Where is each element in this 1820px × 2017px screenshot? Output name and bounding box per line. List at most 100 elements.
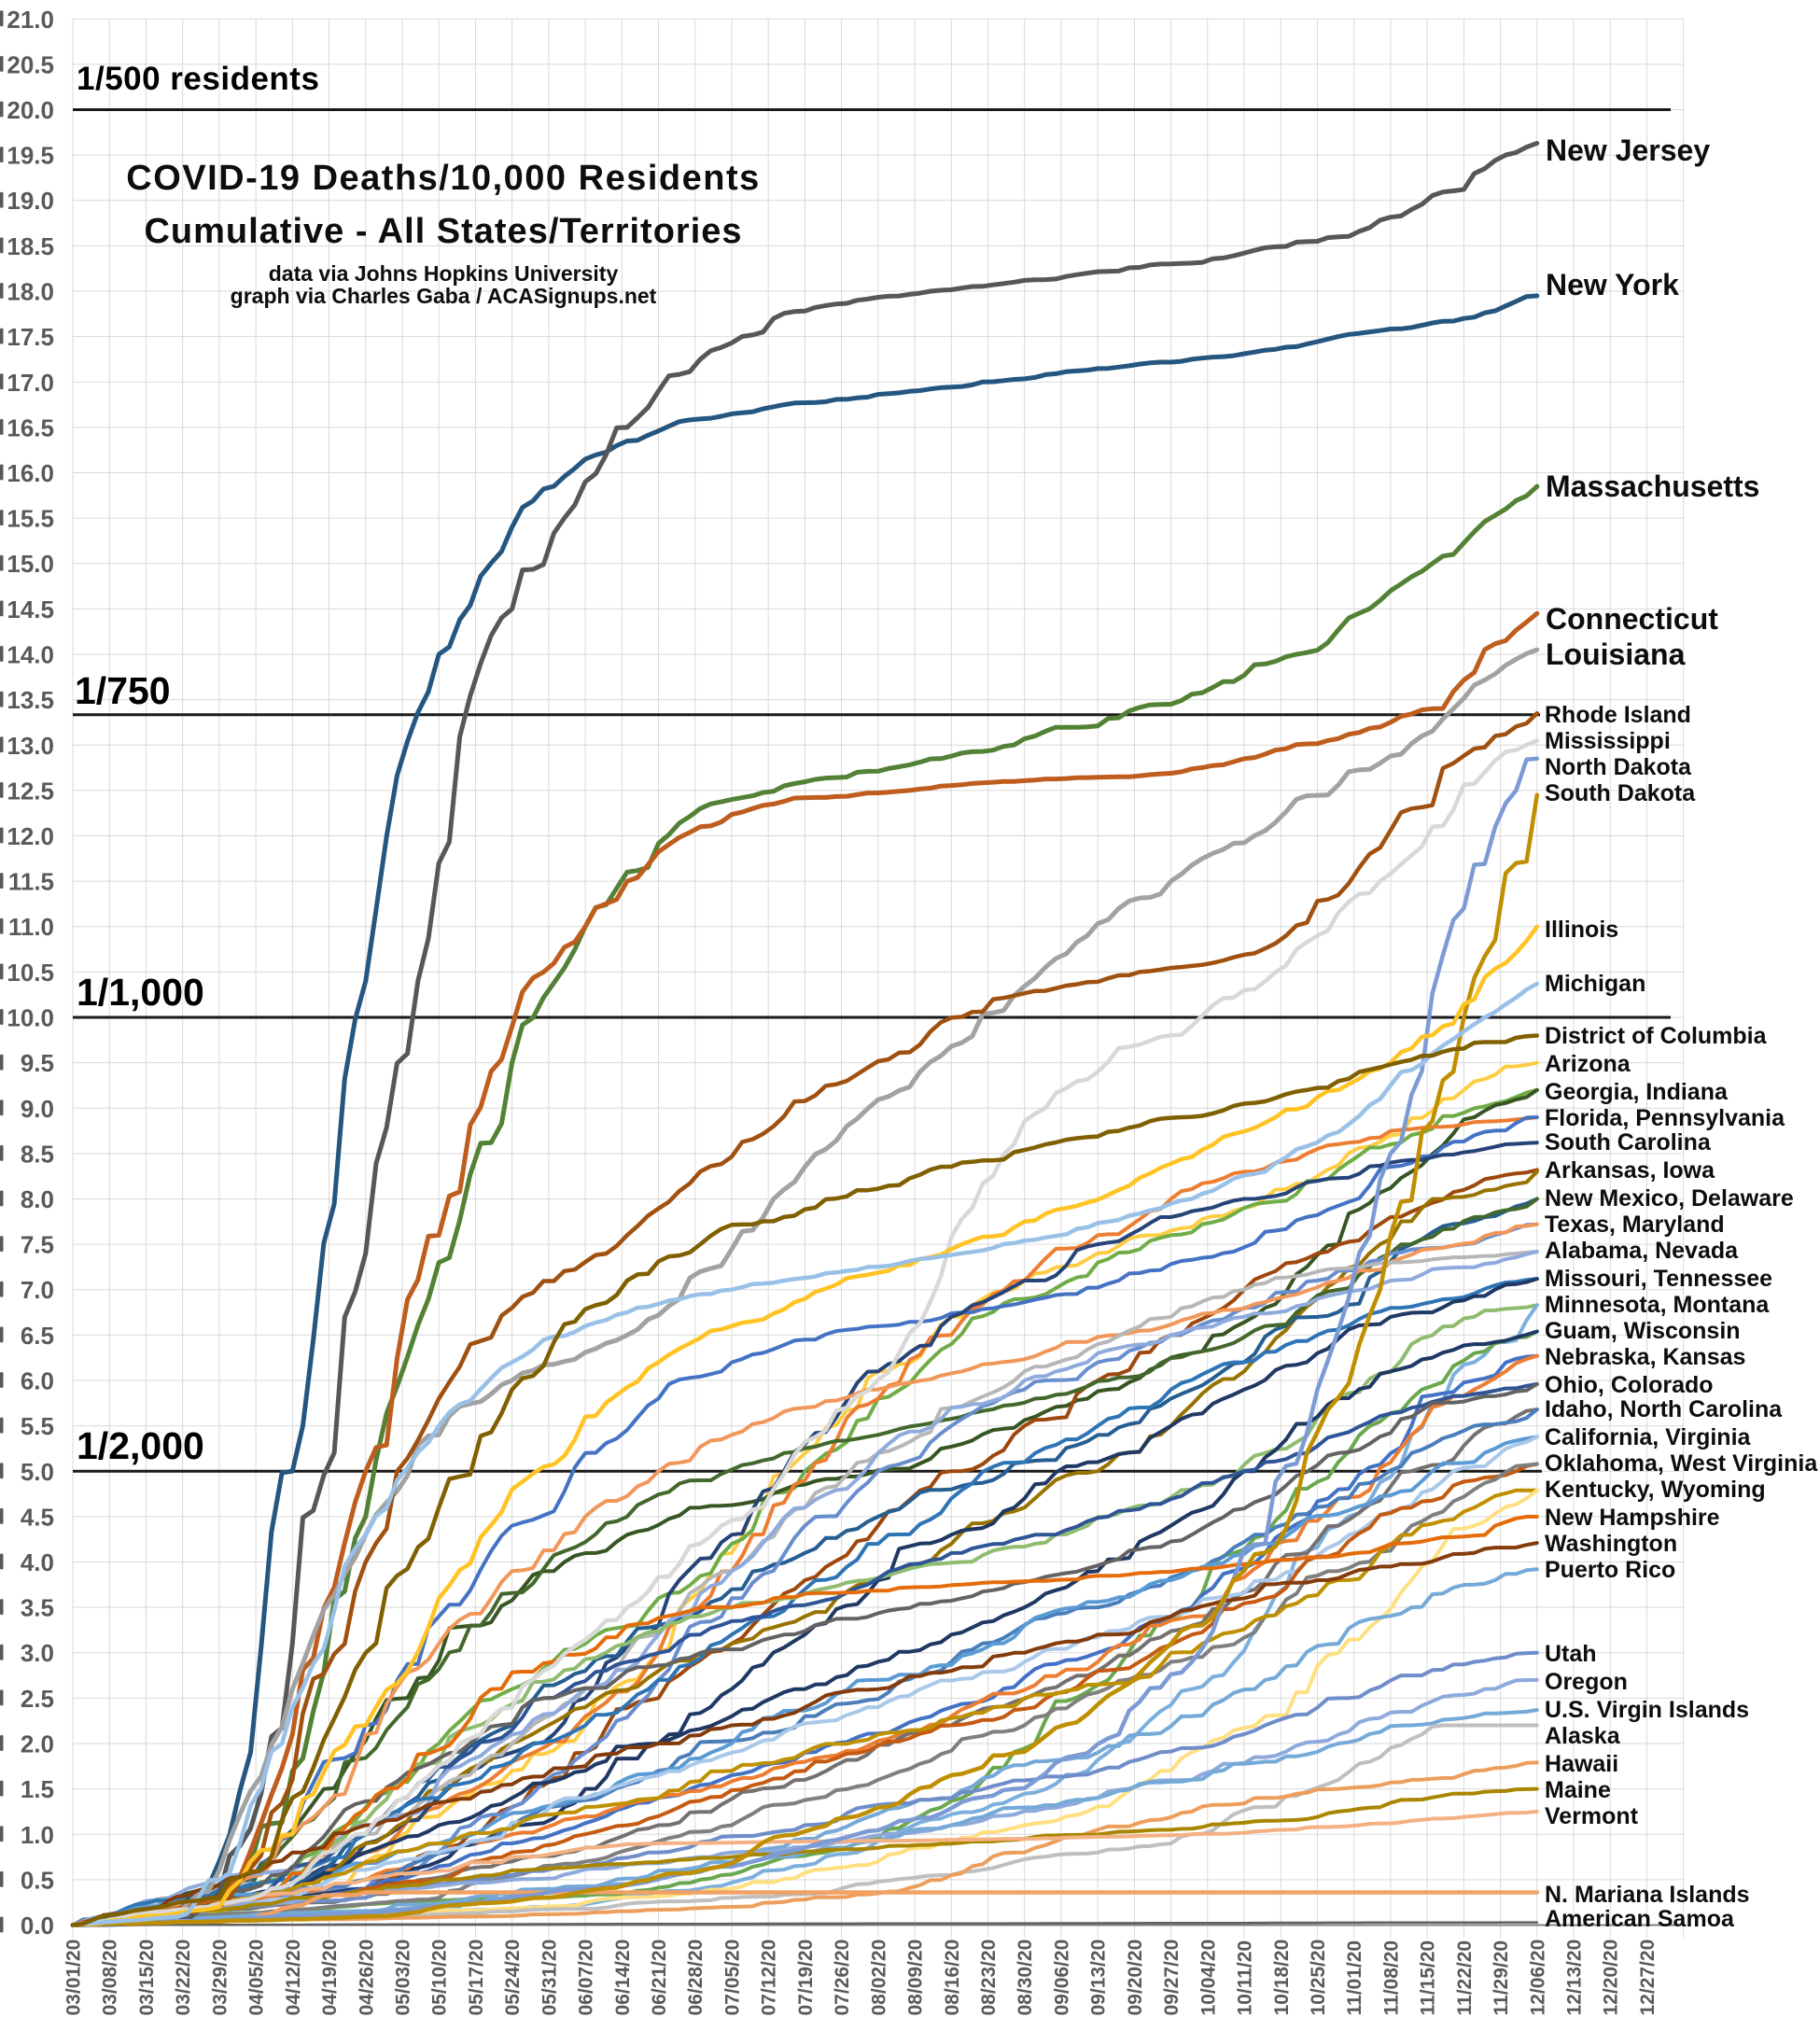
svg-text:Hawaii: Hawaii: [1545, 1751, 1618, 1777]
svg-text:10/11/20: 10/11/20: [1235, 1940, 1256, 2016]
svg-text:06/28/20: 06/28/20: [685, 1940, 707, 2016]
svg-text:N. Mariana Islands: N. Mariana Islands: [1545, 1882, 1750, 1908]
svg-text:Alabama, Nevada: Alabama, Nevada: [1545, 1238, 1739, 1264]
svg-text:Rhode Island: Rhode Island: [1545, 702, 1691, 728]
svg-text:Nebraska, Kansas: Nebraska, Kansas: [1545, 1344, 1745, 1370]
svg-text:09/20/20: 09/20/20: [1125, 1940, 1146, 2016]
svg-text:Michigan: Michigan: [1545, 971, 1645, 997]
svg-text:8.5: 8.5: [21, 1140, 54, 1168]
svg-text:South Dakota: South Dakota: [1545, 780, 1696, 806]
svg-text:04/26/20: 04/26/20: [356, 1940, 377, 2016]
svg-text:6.5: 6.5: [21, 1322, 54, 1350]
svg-text:New Hampshire: New Hampshire: [1545, 1505, 1720, 1531]
svg-text:10.0: 10.0: [7, 1004, 54, 1032]
svg-text:13.0: 13.0: [7, 732, 54, 760]
svg-text:New Jersey: New Jersey: [1546, 133, 1710, 167]
svg-text:Vermont: Vermont: [1545, 1803, 1639, 1829]
svg-text:11/29/20: 11/29/20: [1491, 1940, 1512, 2016]
svg-text:07/12/20: 07/12/20: [759, 1940, 780, 2016]
svg-text:17.0: 17.0: [7, 369, 54, 397]
svg-text:15.0: 15.0: [7, 550, 54, 578]
svg-text:2.5: 2.5: [21, 1685, 54, 1713]
svg-text:08/30/20: 08/30/20: [1015, 1940, 1036, 2016]
svg-text:Illinois: Illinois: [1545, 917, 1618, 943]
svg-text:Washington: Washington: [1545, 1531, 1677, 1557]
svg-text:14.5: 14.5: [7, 595, 54, 623]
svg-text:9.0: 9.0: [21, 1095, 54, 1123]
svg-text:7.5: 7.5: [21, 1231, 54, 1259]
svg-text:20.5: 20.5: [7, 50, 54, 78]
svg-text:08/23/20: 08/23/20: [978, 1940, 1000, 2016]
svg-text:South Carolina: South Carolina: [1545, 1129, 1712, 1156]
svg-text:Kentucky, Wyoming: Kentucky, Wyoming: [1545, 1477, 1766, 1503]
svg-text:12.5: 12.5: [7, 777, 54, 805]
svg-text:2.0: 2.0: [21, 1730, 54, 1758]
svg-text:03/29/20: 03/29/20: [209, 1940, 231, 2016]
svg-text:06/14/20: 06/14/20: [612, 1940, 634, 2016]
svg-text:North Dakota: North Dakota: [1545, 754, 1692, 780]
svg-text:Mississippi: Mississippi: [1545, 728, 1671, 754]
svg-text:19.5: 19.5: [7, 142, 54, 170]
svg-text:18.5: 18.5: [7, 232, 54, 260]
svg-text:graph via Charles Gaba / ACASi: graph via Charles Gaba / ACASignups.net: [231, 284, 657, 308]
svg-text:07/05/20: 07/05/20: [722, 1940, 744, 2016]
svg-text:COVID-19 Deaths/10,000 Residen: COVID-19 Deaths/10,000 Residents: [126, 159, 761, 198]
svg-text:12/20/20: 12/20/20: [1601, 1940, 1622, 2016]
svg-text:12/13/20: 12/13/20: [1564, 1940, 1586, 2016]
svg-text:10.5: 10.5: [7, 959, 54, 987]
svg-text:1/2,000: 1/2,000: [77, 1424, 204, 1467]
svg-text:11/08/20: 11/08/20: [1380, 1940, 1402, 2016]
svg-text:Utah: Utah: [1545, 1641, 1597, 1667]
svg-text:09/13/20: 09/13/20: [1088, 1940, 1110, 2016]
svg-text:Puerto Rico: Puerto Rico: [1545, 1557, 1675, 1583]
svg-text:10/25/20: 10/25/20: [1308, 1940, 1329, 2016]
svg-text:15.5: 15.5: [7, 505, 54, 533]
svg-text:10/18/20: 10/18/20: [1271, 1940, 1293, 2016]
svg-text:Arkansas, Iowa: Arkansas, Iowa: [1545, 1157, 1715, 1184]
svg-text:1.0: 1.0: [21, 1821, 54, 1849]
svg-text:Georgia, Indiana: Georgia, Indiana: [1545, 1079, 1729, 1105]
svg-text:10/04/20: 10/04/20: [1197, 1940, 1219, 2016]
svg-text:20.0: 20.0: [7, 96, 54, 124]
svg-text:08/02/20: 08/02/20: [868, 1940, 889, 2016]
svg-text:Guam, Wisconsin: Guam, Wisconsin: [1545, 1318, 1741, 1344]
svg-text:16.5: 16.5: [7, 413, 54, 441]
svg-text:3.0: 3.0: [21, 1639, 54, 1667]
svg-text:03/08/20: 03/08/20: [100, 1940, 121, 2016]
svg-text:1/1,000: 1/1,000: [77, 971, 204, 1014]
svg-text:Idaho, North Carolina: Idaho, North Carolina: [1545, 1396, 1783, 1422]
svg-text:07/26/20: 07/26/20: [832, 1940, 853, 2016]
svg-text:12/06/20: 12/06/20: [1527, 1940, 1548, 2016]
svg-text:14.0: 14.0: [7, 641, 54, 669]
svg-text:6.0: 6.0: [21, 1367, 54, 1395]
svg-text:Oregon: Oregon: [1545, 1669, 1628, 1695]
svg-text:0.0: 0.0: [21, 1912, 54, 1940]
svg-text:05/31/20: 05/31/20: [539, 1940, 560, 2016]
svg-text:11.5: 11.5: [8, 868, 54, 896]
svg-text:5.5: 5.5: [21, 1412, 54, 1440]
svg-text:Massachusetts: Massachusetts: [1546, 469, 1759, 503]
svg-text:16.0: 16.0: [7, 459, 54, 487]
svg-text:03/15/20: 03/15/20: [136, 1940, 158, 2016]
svg-text:Maine: Maine: [1545, 1777, 1611, 1803]
svg-text:05/17/20: 05/17/20: [466, 1940, 487, 2016]
svg-text:3.5: 3.5: [21, 1594, 54, 1622]
svg-text:9.5: 9.5: [21, 1049, 54, 1077]
svg-text:18.0: 18.0: [7, 278, 54, 306]
svg-text:1/750: 1/750: [75, 669, 171, 712]
svg-text:11/22/20: 11/22/20: [1454, 1940, 1476, 2016]
svg-text:Minnesota, Montana: Minnesota, Montana: [1545, 1292, 1770, 1318]
svg-text:Texas, Maryland: Texas, Maryland: [1545, 1212, 1725, 1238]
svg-text:District of Columbia: District of Columbia: [1545, 1023, 1768, 1049]
svg-text:03/22/20: 03/22/20: [173, 1940, 194, 2016]
svg-text:06/07/20: 06/07/20: [576, 1940, 597, 2016]
svg-text:4.5: 4.5: [21, 1503, 54, 1531]
svg-text:Arizona: Arizona: [1545, 1051, 1631, 1077]
svg-text:21.0: 21.0: [7, 6, 54, 34]
svg-text:11.0: 11.0: [8, 913, 54, 941]
svg-text:11/01/20: 11/01/20: [1344, 1940, 1365, 2016]
svg-text:8.0: 8.0: [21, 1185, 54, 1213]
svg-text:19.0: 19.0: [7, 187, 54, 215]
svg-text:12.0: 12.0: [7, 822, 54, 850]
svg-text:09/06/20: 09/06/20: [1051, 1940, 1072, 2016]
